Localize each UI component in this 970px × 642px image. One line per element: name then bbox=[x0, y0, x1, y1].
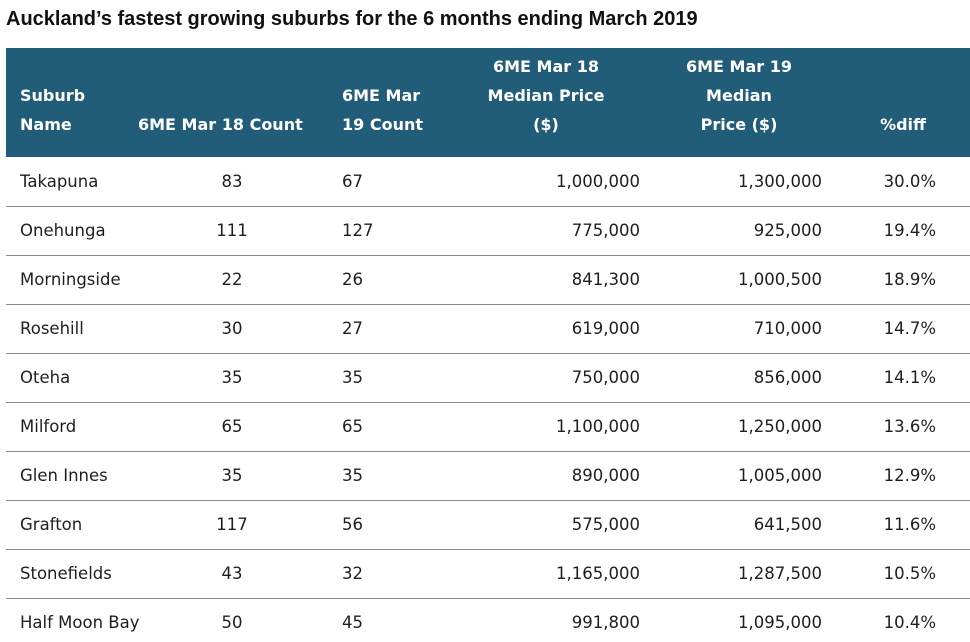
cell-count-mar19: 35 bbox=[342, 466, 363, 485]
cell-count-mar19: 35 bbox=[342, 368, 363, 387]
cell-price-mar18: 1,165,000 bbox=[556, 564, 640, 583]
cell-count-mar18: 35 bbox=[221, 368, 243, 387]
cell-count-mar18: 22 bbox=[221, 270, 243, 289]
cell-count-mar19: 67 bbox=[342, 171, 363, 191]
header-count-mar19-line-1: 6ME Mar bbox=[342, 86, 421, 105]
header-price-mar19-line-1: 6ME Mar 19 Median bbox=[686, 57, 792, 105]
header-percent-diff: %diff bbox=[826, 48, 970, 157]
header-price-mar18: 6ME Mar 18 Median Price ($) bbox=[426, 48, 642, 157]
header-count-mar19-line-2: 19 Count bbox=[342, 115, 423, 134]
cell-percent-diff: 12.9% bbox=[883, 466, 936, 485]
header-count-mar18: 6ME Mar 18 Count bbox=[118, 48, 318, 157]
table-row: Milford 65 65 1,100,000 1,250,000 13.6% bbox=[6, 402, 970, 451]
cell-suburb: Morningside bbox=[20, 270, 121, 289]
cell-count-mar19: 32 bbox=[342, 564, 363, 583]
cell-percent-diff: 10.5% bbox=[883, 564, 936, 583]
header-suburb-line-2: Name bbox=[20, 115, 72, 134]
cell-count-mar19: 26 bbox=[342, 270, 363, 289]
cell-price-mar18: 619,000 bbox=[571, 319, 640, 338]
table-row: Oteha 35 35 750,000 856,000 14.1% bbox=[6, 353, 970, 402]
header-count-mar19: 6ME Mar 19 Count bbox=[318, 48, 426, 157]
table-row: Morningside 22 26 841,300 1,000,500 18.9… bbox=[6, 255, 970, 304]
cell-count-mar18: 65 bbox=[221, 417, 243, 436]
cell-percent-diff: 10.4% bbox=[883, 613, 936, 633]
cell-count-mar18: 35 bbox=[221, 466, 243, 485]
cell-count-mar18: 43 bbox=[221, 564, 243, 583]
cell-suburb: Takapuna bbox=[20, 171, 99, 191]
cell-count-mar19: 56 bbox=[342, 515, 363, 534]
header-price-mar19-line-2: Price ($) bbox=[700, 115, 778, 134]
cell-percent-diff: 13.6% bbox=[883, 417, 936, 436]
cell-price-mar19: 1,000,500 bbox=[738, 270, 822, 289]
header-price-mar18-line-3: ($) bbox=[533, 115, 559, 134]
cell-count-mar19: 127 bbox=[342, 221, 374, 240]
cell-price-mar19: 710,000 bbox=[753, 319, 822, 338]
cell-suburb: Milford bbox=[20, 417, 77, 436]
cell-price-mar18: 841,300 bbox=[571, 270, 640, 289]
table-row: Glen Innes 35 35 890,000 1,005,000 12.9% bbox=[6, 451, 970, 500]
table-row: Half Moon Bay 50 45 991,800 1,095,000 10… bbox=[6, 598, 970, 642]
cell-percent-diff: 14.7% bbox=[883, 319, 936, 338]
cell-price-mar18: 890,000 bbox=[571, 466, 640, 485]
suburbs-table: Suburb Name 6ME Mar 18 Count 6ME Mar 19 … bbox=[6, 48, 970, 642]
table-row: Takapuna 83 67 1,000,000 1,300,000 30.0% bbox=[6, 157, 970, 206]
cell-suburb: Grafton bbox=[20, 515, 83, 534]
cell-price-mar19: 1,287,500 bbox=[738, 564, 822, 583]
header-price-mar19: 6ME Mar 19 Median Price ($) bbox=[642, 48, 826, 157]
header-count-mar18-label: 6ME Mar 18 Count bbox=[138, 115, 303, 134]
cell-count-mar19: 27 bbox=[342, 319, 363, 338]
header-price-mar18-line-2: Median Price bbox=[487, 86, 605, 105]
cell-price-mar19: 1,095,000 bbox=[738, 613, 822, 633]
header-suburb-name: Suburb Name bbox=[6, 48, 118, 157]
cell-percent-diff: 14.1% bbox=[883, 368, 936, 387]
cell-count-mar18: 30 bbox=[221, 319, 243, 338]
table-row: Grafton 117 56 575,000 641,500 11.6% bbox=[6, 500, 970, 549]
cell-percent-diff: 19.4% bbox=[883, 221, 936, 240]
header-price-mar18-line-1: 6ME Mar 18 bbox=[493, 57, 599, 76]
cell-price-mar18: 991,800 bbox=[571, 613, 640, 633]
cell-count-mar18: 111 bbox=[216, 221, 248, 240]
cell-price-mar18: 750,000 bbox=[571, 368, 640, 387]
table-header-row: Suburb Name 6ME Mar 18 Count 6ME Mar 19 … bbox=[6, 48, 970, 157]
cell-price-mar18: 1,000,000 bbox=[556, 171, 640, 191]
cell-price-mar18: 775,000 bbox=[571, 221, 640, 240]
cell-price-mar19: 1,300,000 bbox=[738, 171, 822, 191]
cell-percent-diff: 11.6% bbox=[883, 515, 936, 534]
cell-price-mar19: 1,250,000 bbox=[738, 417, 822, 436]
cell-count-mar18: 50 bbox=[221, 613, 243, 633]
cell-suburb: Rosehill bbox=[20, 319, 84, 338]
table-row: Rosehill 30 27 619,000 710,000 14.7% bbox=[6, 304, 970, 353]
cell-price-mar19: 1,005,000 bbox=[738, 466, 822, 485]
cell-percent-diff: 30.0% bbox=[883, 171, 936, 191]
cell-suburb: Half Moon Bay bbox=[20, 613, 140, 633]
cell-count-mar18: 83 bbox=[221, 171, 243, 191]
table-row: Onehunga 111 127 775,000 925,000 19.4% bbox=[6, 206, 970, 255]
cell-price-mar18: 1,100,000 bbox=[556, 417, 640, 436]
cell-percent-diff: 18.9% bbox=[883, 270, 936, 289]
cell-count-mar19: 65 bbox=[342, 417, 363, 436]
cell-price-mar19: 856,000 bbox=[753, 368, 822, 387]
cell-suburb: Onehunga bbox=[20, 221, 106, 240]
cell-suburb: Stonefields bbox=[20, 564, 112, 583]
table-row: Stonefields 43 32 1,165,000 1,287,500 10… bbox=[6, 549, 970, 598]
page-title: Auckland’s fastest growing suburbs for t… bbox=[6, 8, 698, 30]
header-percent-diff-label: %diff bbox=[880, 115, 926, 134]
cell-price-mar18: 575,000 bbox=[571, 515, 640, 534]
cell-count-mar18: 117 bbox=[216, 515, 248, 534]
cell-count-mar19: 45 bbox=[342, 613, 363, 633]
header-suburb-line-1: Suburb bbox=[20, 86, 86, 105]
cell-price-mar19: 641,500 bbox=[753, 515, 822, 534]
cell-suburb: Oteha bbox=[20, 368, 71, 387]
cell-suburb: Glen Innes bbox=[20, 466, 108, 485]
cell-price-mar19: 925,000 bbox=[753, 221, 822, 240]
